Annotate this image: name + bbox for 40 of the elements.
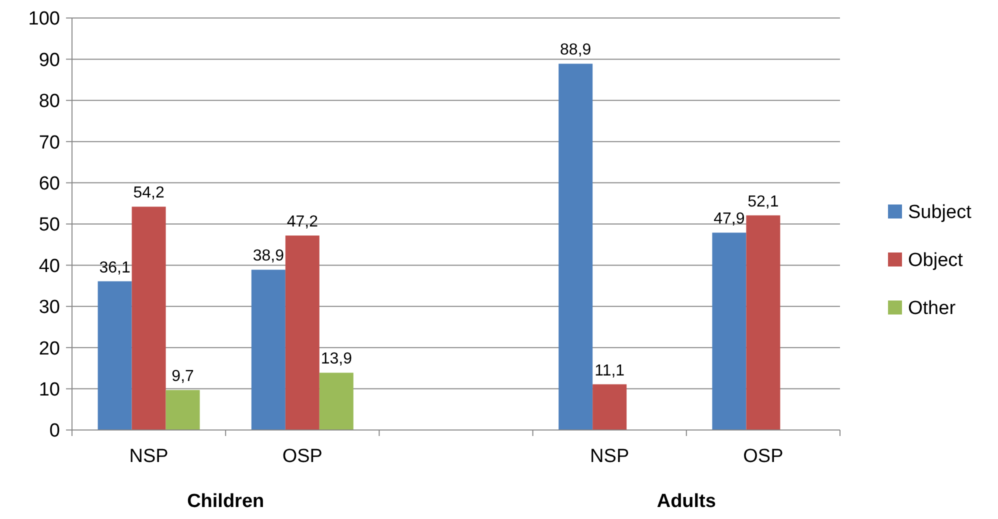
text: Adults [656,491,716,512]
x-tick-label: NSP [129,446,168,467]
y-tick-label: 0 [49,420,60,442]
bar [746,215,780,430]
data-label: 52,1 [748,193,779,210]
data-label: 11,1 [594,362,625,380]
data-label: 54,2 [133,184,164,202]
legend-label: Object [908,250,964,272]
data-label: 47,2 [286,214,318,231]
legend-label: Subject [908,202,972,224]
legend-label: Other [908,298,956,320]
x-tick-label: OSP [282,446,322,467]
data-label: 36,1 [99,259,130,276]
bar [285,236,320,430]
y-tick-label: 30 [38,297,60,318]
y-tick-label: 60 [38,173,60,194]
y-tick-label: 90 [38,50,60,71]
data-label: 38,9 [252,248,284,265]
y-tick-label: 100 [28,8,60,30]
bar [558,64,593,430]
bar [319,372,354,430]
data-label: 9,7 [172,368,194,386]
y-tick-label: 50 [38,214,60,236]
text: Children [187,491,264,512]
bar [132,206,166,430]
bar [166,390,200,430]
bar [251,270,286,430]
y-tick-label: 40 [38,256,60,277]
bar [592,384,627,430]
bar [712,232,746,430]
x-tick-label: NSP [590,446,630,467]
data-label: 47,9 [714,210,745,228]
y-tick-label: 20 [38,338,60,360]
x-tick-label: OSP [743,446,784,467]
data-label: 13,9 [320,350,352,368]
bar [98,281,132,430]
y-tick-label: 10 [38,379,60,400]
data-label: 88,9 [560,42,592,59]
y-tick-label: 80 [38,91,60,112]
y-tick-label: 70 [38,132,60,154]
